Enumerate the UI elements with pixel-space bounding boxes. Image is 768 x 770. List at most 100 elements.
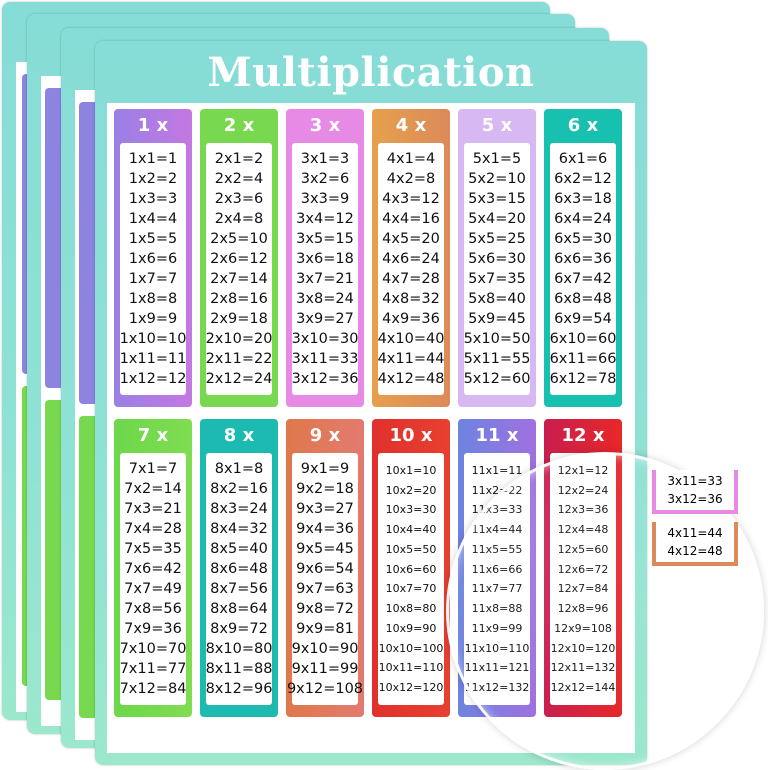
table-equation: 2x5=10 (210, 231, 268, 247)
table-equation: 3x1=3 (300, 151, 350, 167)
table-equation: 11x2=22 (471, 483, 523, 497)
table-equation: 10x8=80 (385, 602, 437, 616)
table-equation: 4x12=48 (377, 371, 445, 387)
table-equation: 12x2=24 (557, 483, 609, 497)
table-equation: 1x2=2 (128, 171, 178, 187)
table-equation: 9x6=54 (296, 561, 354, 577)
table-equation: 5x8=40 (468, 291, 526, 307)
times-table-6: 6 x 6x1=6 6x2=12 6x3=18 6x4=24 6x5=30 6x6=36 6x… (544, 109, 622, 407)
table-equation: 4x11=44 (667, 526, 723, 540)
table-equation: 6x3=18 (554, 191, 612, 207)
table-equation: 7x7=49 (124, 581, 182, 597)
table-equation: 1x3=3 (128, 191, 178, 207)
table-equation: 8x7=56 (210, 581, 268, 597)
table-equation: 8x11=88 (205, 661, 273, 677)
table-equation: 7x5=35 (124, 541, 182, 557)
table-equation: 6x2=12 (554, 171, 612, 187)
times-table-10: 10 x 10x1=10 10x2=20 10x3=30 10x4=40 10x5=50 1… (372, 419, 450, 717)
table-equation: 12x6=72 (557, 562, 609, 576)
table-header: 1 x (137, 115, 169, 136)
table-equation: 3x8=24 (296, 291, 354, 307)
table-equation: 9x5=45 (296, 541, 354, 557)
table-equation: 5x1=5 (472, 151, 522, 167)
table-equation: 4x11=44 (377, 351, 445, 367)
table-body: 4x1=4 4x2=8 4x3=12 4x4=16 4x5=20 4x6=24 4x7=28… (378, 143, 444, 395)
table-equation: 6x10=60 (549, 331, 617, 347)
table-equation: 12x11=132 (550, 661, 616, 675)
table-equation: 4x3=12 (382, 191, 440, 207)
table-equation: 4x8=32 (382, 291, 440, 307)
table-body: 6x1=6 6x2=12 6x3=18 6x4=24 6x5=30 6x6=36 6x7=4… (550, 143, 616, 395)
table-equation: 4x6=24 (382, 251, 440, 267)
table-equation: 2x9=18 (210, 311, 268, 327)
table-equation: 10x3=30 (385, 503, 437, 517)
table-equation: 8x12=96 (205, 681, 273, 697)
table-equation: 1x9=9 (128, 311, 178, 327)
table-equation: 8x6=48 (210, 561, 268, 577)
table-equation: 4x12=48 (667, 544, 723, 558)
table-equation: 12x5=60 (557, 542, 609, 556)
table-equation: 10x4=40 (385, 523, 437, 537)
table-equation: 2x11=22 (205, 351, 273, 367)
table-equation: 9x1=9 (300, 461, 350, 477)
table-header: 2 x (223, 115, 255, 136)
table-equation: 10x11=110 (378, 661, 444, 675)
table-body: 3x1=3 3x2=6 3x3=9 3x4=12 3x5=15 3x6=18 3x7=21 3… (292, 143, 358, 395)
times-table-4: 4 x 4x1=4 4x2=8 4x3=12 4x4=16 4x5=20 4x6=24 4x7… (372, 109, 450, 407)
table-equation: 7x11=77 (119, 661, 187, 677)
table-equation: 8x5=40 (210, 541, 268, 557)
table-equation: 12x10=120 (550, 641, 616, 655)
table-header: 4 x (395, 115, 427, 136)
table-equation: 7x3=21 (124, 501, 182, 517)
table-equation: 6x9=54 (554, 311, 612, 327)
table-equation: 5x5=25 (468, 231, 526, 247)
table-equation: 2x4=8 (214, 211, 264, 227)
table-equation: 5x12=60 (463, 371, 531, 387)
table-equation: 10x2=20 (385, 483, 437, 497)
table-equation: 10x10=100 (378, 641, 444, 655)
table-equation: 2x12=24 (205, 371, 273, 387)
table-equation: 5x4=20 (468, 211, 526, 227)
table-body: 12x1=12 12x2=24 12x3=36 12x4=48 12x5=60 12x6=… (550, 453, 616, 705)
table-header: 9 x (309, 425, 341, 446)
table-equation: 12x4=48 (557, 523, 609, 537)
table-equation: 6x5=30 (554, 231, 612, 247)
table-equation: 6x1=6 (558, 151, 608, 167)
times-table-3: 3 x 3x1=3 3x2=6 3x3=9 3x4=12 3x5=15 3x6=18 3x7=… (286, 109, 364, 407)
table-equation: 12x3=36 (557, 503, 609, 517)
table-equation: 11x6=66 (471, 562, 523, 576)
tables-grid: 1 x 1x1=1 1x2=2 1x3=3 1x4=4 1x5=5 1x6=6 1x7=7 1x… (114, 109, 622, 717)
table-equation: 5x11=55 (463, 351, 531, 367)
table-equation: 11x9=99 (471, 621, 523, 635)
table-equation: 11x5=55 (471, 542, 523, 556)
table-equation: 6x4=24 (554, 211, 612, 227)
table-equation: 9x4=36 (296, 521, 354, 537)
table-equation: 1x12=12 (119, 371, 187, 387)
table-header: 5 x (481, 115, 513, 136)
table-header: 10 x (389, 425, 433, 446)
magnifier-fragment: 4x11=44 4x12=48 (652, 522, 738, 566)
table-equation: 4x5=20 (382, 231, 440, 247)
table-body: 8x1=8 8x2=16 8x3=24 8x4=32 8x5=40 8x6=48 8x7=5… (206, 453, 272, 705)
table-equation: 6x6=36 (554, 251, 612, 267)
times-table-9: 9 x 9x1=9 9x2=18 9x3=27 9x4=36 9x5=45 9x6=54 9x… (286, 419, 364, 717)
table-body: 7x1=7 7x2=14 7x3=21 7x4=28 7x5=35 7x6=42 7x7=4… (120, 453, 186, 705)
table-equation: 1x8=8 (128, 291, 178, 307)
table-equation: 4x2=8 (386, 171, 436, 187)
table-equation: 3x11=33 (667, 474, 723, 488)
table-equation: 4x9=36 (382, 311, 440, 327)
table-equation: 7x9=36 (124, 621, 182, 637)
table-equation: 11x4=44 (471, 523, 523, 537)
table-equation: 4x7=28 (382, 271, 440, 287)
table-equation: 5x3=15 (468, 191, 526, 207)
table-equation: 7x12=84 (119, 681, 187, 697)
table-equation: 10x7=70 (385, 582, 437, 596)
table-equation: 4x1=4 (386, 151, 436, 167)
table-equation: 2x7=14 (210, 271, 268, 287)
table-equation: 11x7=77 (471, 582, 523, 596)
table-equation: 11x3=33 (471, 503, 523, 517)
multiplication-poster: Multiplication 1 x 1x1=1 1x2=2 1x3=3 1x4=4 1x… (95, 41, 647, 765)
table-header: 12 x (561, 425, 605, 446)
table-equation: 3x11=33 (291, 351, 359, 367)
table-equation: 7x10=70 (119, 641, 187, 657)
